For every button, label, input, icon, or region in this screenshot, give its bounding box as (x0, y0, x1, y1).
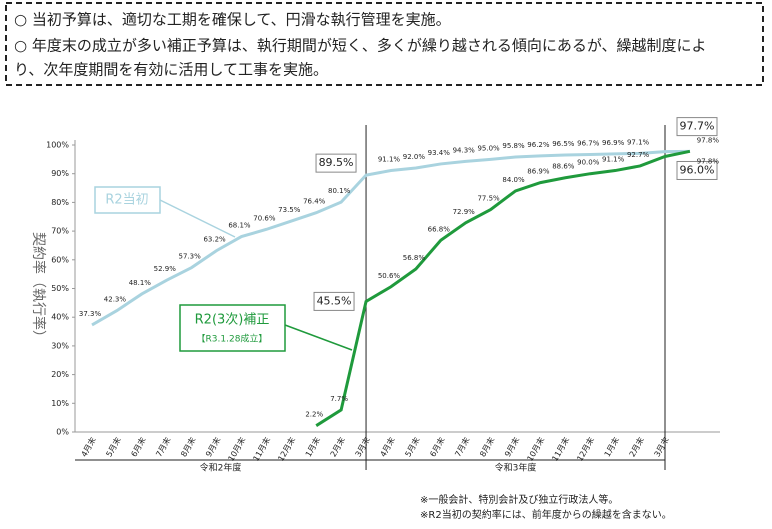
data-label: 96.0% (680, 163, 715, 176)
y-tick-label: 20% (51, 370, 69, 379)
y-axis-label: 契約率（執行率） (30, 232, 47, 344)
header-line: り、次年度期間を有効に活用して工事を実施。 (14, 61, 328, 79)
callout-box (313, 291, 355, 311)
data-label: 56.8% (403, 254, 426, 262)
y-tick-label: 10% (51, 399, 69, 408)
data-label: 7.7% (330, 395, 348, 403)
data-label: 50.6% (378, 272, 401, 280)
data-label: 57.3% (179, 253, 202, 261)
y-tick-label: 70% (51, 227, 69, 236)
data-label: 68.1% (228, 222, 251, 230)
data-label: 96.5% (552, 140, 575, 148)
data-label: 72.9% (453, 208, 476, 216)
data-label: 88.6% (552, 163, 575, 171)
y-tick-label: 0% (56, 428, 69, 437)
data-label: 95.0% (477, 144, 500, 152)
data-label: 95.8% (502, 142, 525, 150)
callout-box (676, 117, 718, 137)
legend-sublabel: 【R3.1.28成立】 (197, 333, 268, 345)
x-tick-label: 8月末 (178, 435, 197, 458)
header-line: ○ 当初予算は、適切な工期を確保して、円滑な執行管理を実施。 (14, 11, 451, 29)
series-line (315, 149, 691, 427)
x-tick-label: 4月末 (79, 435, 98, 458)
data-label: 52.9% (154, 265, 177, 273)
x-tick-label: 12月末 (275, 435, 297, 463)
footnote: ※R2当初の契約率には、前年度からの繰越を含まない。 (420, 508, 672, 521)
data-label: 94.3% (453, 146, 476, 154)
callout-box (315, 153, 357, 173)
legend-box (179, 304, 286, 352)
data-label: 93.4% (428, 149, 451, 157)
x-tick-label: 1月末 (303, 435, 322, 458)
x-tick-label: 5月末 (104, 435, 123, 458)
data-label: 97.7% (680, 120, 715, 133)
series-line (91, 149, 690, 327)
data-label: 73.5% (278, 206, 301, 214)
header-line: ○ 年度末の成立が多い補正予算は、執行期間が短く、多くが繰り越される傾向にあるが… (14, 37, 707, 55)
x-tick-label: 2月末 (328, 435, 347, 458)
x-tick-label: 12月末 (574, 435, 596, 463)
legend-leader (159, 199, 236, 238)
legend-label: R2(3次)補正 (195, 312, 270, 328)
legend-label: R2当初 (105, 193, 148, 208)
x-tick-label: 11月末 (251, 435, 273, 463)
data-label: 48.1% (129, 279, 152, 287)
x-tick-label: 10月末 (226, 435, 248, 463)
data-label: 84.0% (502, 176, 525, 184)
data-label: 63.2% (203, 236, 226, 244)
data-label: 97.1% (627, 138, 650, 146)
y-tick-label: 40% (51, 313, 69, 322)
data-label: 90.0% (577, 159, 600, 167)
data-label: 86.9% (527, 168, 550, 176)
year-label: 令和2年度 (200, 462, 242, 474)
year-label: 令和3年度 (495, 462, 537, 474)
x-tick-label: 10月末 (525, 435, 547, 463)
x-tick-label: 7月末 (452, 435, 471, 458)
x-tick-label: 3月末 (652, 435, 671, 458)
x-tick-label: 9月末 (502, 435, 521, 458)
data-label: 45.5% (317, 294, 352, 307)
x-tick-label: 8月末 (477, 435, 496, 458)
x-tick-label: 7月末 (153, 435, 172, 458)
data-label: 2.2% (305, 411, 323, 419)
x-tick-label: 1月末 (602, 435, 621, 458)
data-label: 66.8% (428, 225, 451, 233)
x-tick-label: 4月末 (378, 435, 397, 458)
x-tick-label: 3月末 (353, 435, 372, 458)
y-tick-label: 90% (51, 169, 69, 178)
data-label: 42.3% (104, 296, 127, 304)
x-tick-label: 11月末 (549, 435, 571, 463)
data-label: 96.2% (527, 141, 550, 149)
y-tick-label: 100% (46, 141, 69, 150)
y-tick-label: 50% (51, 284, 69, 293)
legend-box (94, 186, 161, 214)
data-label: 91.1% (378, 156, 401, 164)
y-tick-label: 60% (51, 255, 69, 264)
y-tick-label: 80% (51, 198, 69, 207)
data-label: 91.1% (602, 156, 625, 164)
data-label: 77.5% (477, 195, 500, 203)
callout-box (676, 160, 718, 180)
x-tick-label: 6月末 (129, 435, 148, 458)
data-label: 92.0% (403, 153, 426, 161)
data-label: 96.9% (602, 139, 625, 147)
data-label: 92.7% (627, 151, 650, 159)
data-label: 76.4% (303, 198, 326, 206)
data-label: 70.6% (253, 214, 276, 222)
data-label: 89.5% (319, 156, 354, 169)
x-tick-label: 6月末 (427, 435, 446, 458)
data-label: 80.1% (328, 187, 351, 195)
x-tick-label: 9月末 (203, 435, 222, 458)
y-tick-label: 30% (51, 341, 69, 350)
data-label: 97.8% (697, 157, 720, 165)
data-label: 96.7% (577, 139, 600, 147)
footnote: ※一般会計、特別会計及び独立行政法人等。 (420, 493, 618, 506)
data-label: 97.8% (697, 136, 720, 144)
x-tick-label: 5月末 (403, 435, 422, 458)
data-label: 37.3% (79, 310, 102, 318)
x-tick-label: 2月末 (627, 435, 646, 458)
legend-leader (284, 324, 353, 351)
